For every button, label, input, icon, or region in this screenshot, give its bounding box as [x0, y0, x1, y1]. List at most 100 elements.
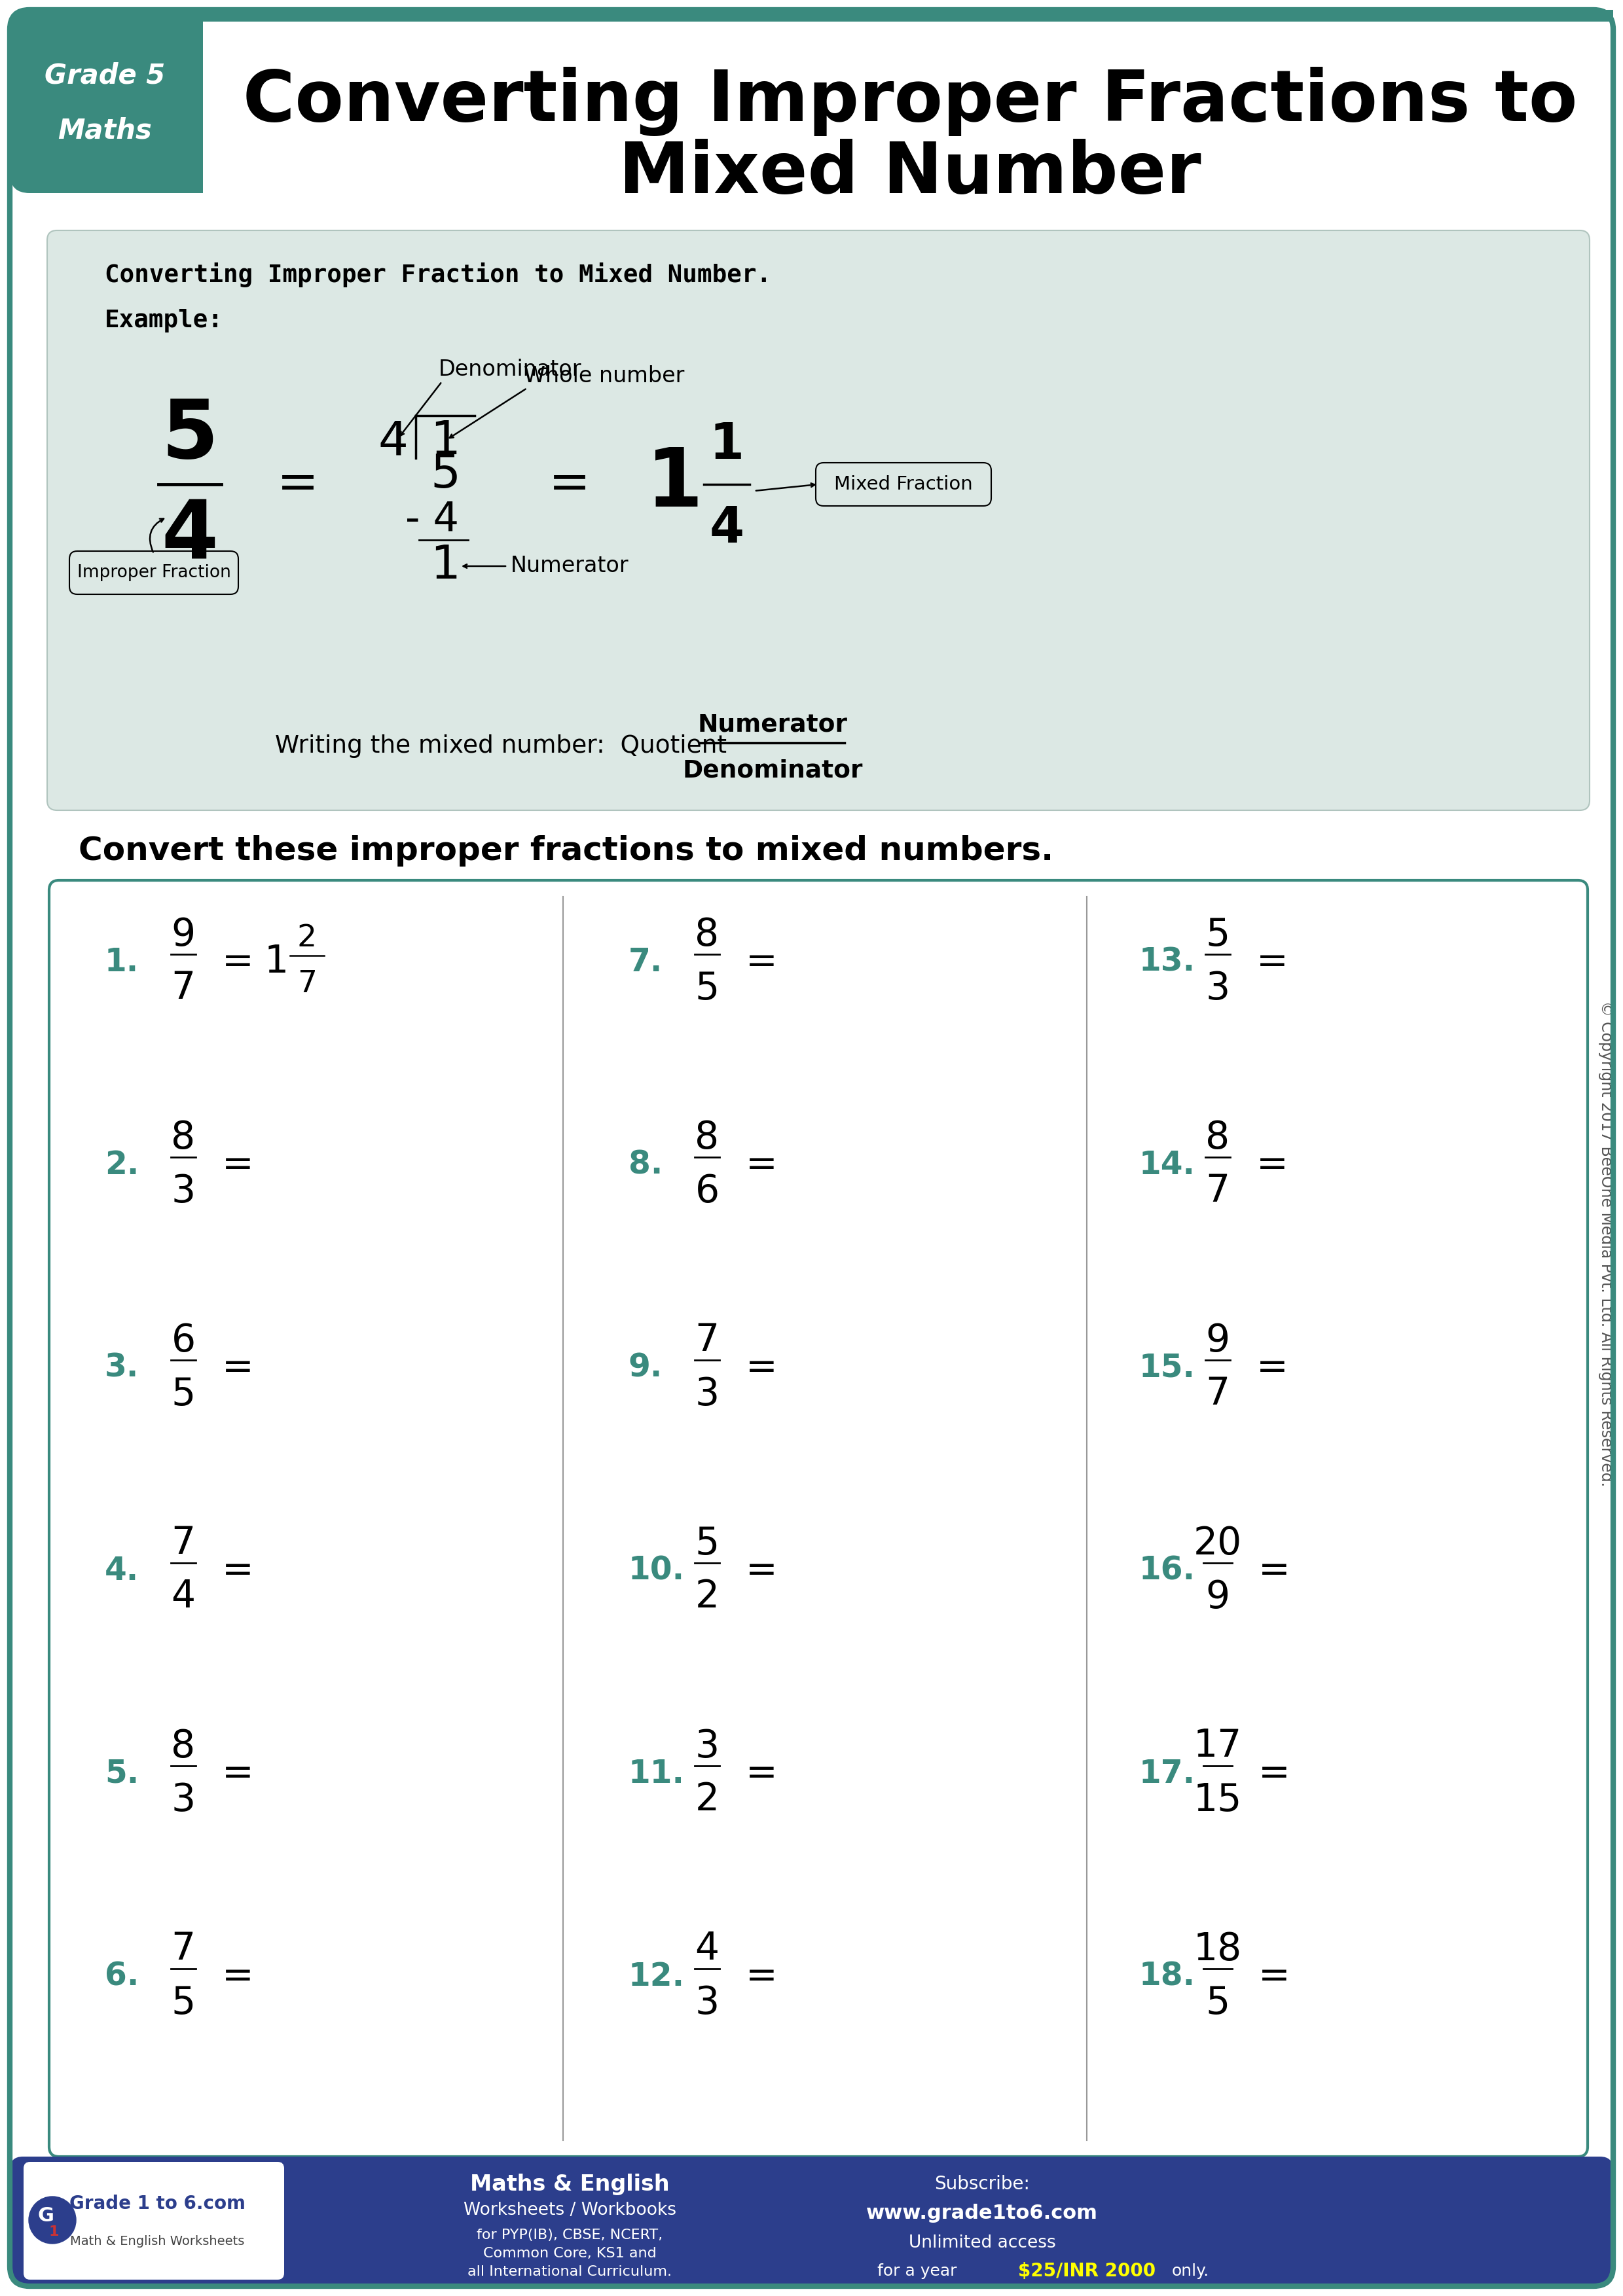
Text: 3: 3	[695, 1375, 719, 1412]
FancyBboxPatch shape	[47, 230, 1589, 810]
Text: 8: 8	[695, 1118, 719, 1157]
Text: 17.: 17.	[1139, 1759, 1196, 1789]
Text: =: =	[278, 459, 318, 507]
Text: 6.: 6.	[105, 1961, 140, 1993]
Text: Numerator: Numerator	[511, 556, 630, 576]
Text: 9: 9	[1206, 1577, 1230, 1616]
Text: 5: 5	[695, 1525, 719, 1561]
Text: 7: 7	[170, 969, 195, 1008]
Text: 8: 8	[1206, 1118, 1230, 1157]
Text: 9: 9	[1206, 1322, 1230, 1359]
Text: =: =	[1258, 1958, 1290, 1995]
Text: =: =	[745, 1958, 777, 1995]
Text: 4: 4	[170, 1577, 195, 1616]
Text: 1: 1	[430, 544, 461, 588]
Text: 8: 8	[170, 1727, 195, 1766]
Text: Whole number: Whole number	[524, 365, 685, 388]
Text: 1: 1	[265, 944, 289, 980]
FancyBboxPatch shape	[24, 2163, 284, 2280]
Text: 5: 5	[695, 969, 719, 1008]
Text: 7.: 7.	[628, 946, 662, 978]
Text: 2: 2	[695, 1577, 719, 1616]
FancyBboxPatch shape	[10, 2156, 1613, 2287]
Text: 6: 6	[170, 1322, 195, 1359]
Text: 4: 4	[161, 498, 219, 576]
Text: 3.: 3.	[105, 1352, 140, 1384]
Text: 7: 7	[170, 1931, 195, 1968]
Text: Common Core, KS1 and: Common Core, KS1 and	[484, 2248, 656, 2259]
Text: =: =	[745, 1552, 777, 1589]
Text: =: =	[1256, 1146, 1289, 1185]
Text: 2: 2	[695, 1782, 719, 1818]
Text: Worksheets / Workbooks: Worksheets / Workbooks	[463, 2202, 675, 2218]
Text: Improper Fraction: Improper Fraction	[76, 565, 230, 581]
Text: only.: only.	[1172, 2264, 1209, 2280]
Text: 18: 18	[1193, 1931, 1242, 1968]
Text: =: =	[1256, 1350, 1289, 1387]
Circle shape	[29, 2197, 76, 2243]
FancyBboxPatch shape	[49, 879, 1587, 2156]
Text: Numerator: Numerator	[698, 714, 847, 737]
Text: Denominator: Denominator	[682, 760, 863, 783]
Text: 5: 5	[161, 395, 219, 475]
FancyBboxPatch shape	[151, 9, 203, 193]
Text: Subscribe:: Subscribe:	[935, 2174, 1031, 2193]
Text: Unlimited access: Unlimited access	[909, 2234, 1055, 2252]
Text: 1.: 1.	[105, 946, 140, 978]
Text: © Copyright 2017 BeeOne Media Pvt. Ltd. All Rights Reserved.: © Copyright 2017 BeeOne Media Pvt. Ltd. …	[1599, 1001, 1613, 1486]
FancyBboxPatch shape	[70, 551, 239, 595]
Text: =: =	[1256, 944, 1289, 980]
Text: Converting Improper Fractions to: Converting Improper Fractions to	[243, 67, 1578, 135]
Text: 7: 7	[1206, 1173, 1230, 1210]
Text: 9.: 9.	[628, 1352, 662, 1384]
Text: =: =	[1258, 1552, 1290, 1589]
Text: 1: 1	[646, 445, 703, 523]
Text: 13.: 13.	[1139, 946, 1196, 978]
Text: 7: 7	[1206, 1375, 1230, 1412]
Text: =: =	[222, 1754, 253, 1793]
Text: Mixed Number: Mixed Number	[618, 138, 1201, 209]
Text: 3: 3	[170, 1173, 195, 1210]
Text: =: =	[1258, 1754, 1290, 1793]
Text: =: =	[222, 1552, 253, 1589]
Text: 1: 1	[709, 420, 743, 468]
Text: Convert these improper fractions to mixed numbers.: Convert these improper fractions to mixe…	[78, 836, 1053, 866]
Text: 7: 7	[297, 969, 316, 999]
Text: www.grade1to6.com: www.grade1to6.com	[867, 2204, 1097, 2223]
Text: 20: 20	[1193, 1525, 1242, 1561]
Text: 8: 8	[170, 1118, 195, 1157]
Text: Grade 5: Grade 5	[44, 62, 166, 90]
FancyBboxPatch shape	[203, 9, 1613, 21]
Text: all International Curriculum.: all International Curriculum.	[467, 2266, 672, 2278]
Text: G: G	[37, 2206, 54, 2225]
Text: 1: 1	[49, 2225, 58, 2239]
FancyBboxPatch shape	[816, 464, 992, 505]
Text: Maths & English: Maths & English	[471, 2174, 669, 2195]
Text: - 4: - 4	[406, 501, 459, 540]
Text: 7: 7	[695, 1322, 719, 1359]
Text: 3: 3	[695, 1727, 719, 1766]
Text: for PYP(IB), CBSE, NCERT,: for PYP(IB), CBSE, NCERT,	[477, 2229, 662, 2241]
Text: 11.: 11.	[628, 1759, 685, 1789]
Text: 3: 3	[170, 1782, 195, 1818]
Text: 5: 5	[170, 1984, 195, 2020]
Text: =: =	[222, 1350, 253, 1387]
Text: 8.: 8.	[628, 1150, 662, 1180]
Text: 4: 4	[695, 1931, 719, 1968]
Text: Mixed Fraction: Mixed Fraction	[834, 475, 972, 494]
Text: =: =	[222, 944, 253, 980]
Text: 14.: 14.	[1139, 1150, 1196, 1180]
Text: 12.: 12.	[628, 1961, 685, 1993]
Text: 8: 8	[695, 916, 719, 953]
Text: 9: 9	[170, 916, 195, 953]
Text: $25/INR 2000: $25/INR 2000	[1018, 2262, 1156, 2280]
Text: Converting Improper Fraction to Mixed Number.: Converting Improper Fraction to Mixed Nu…	[105, 262, 771, 287]
Text: Denominator: Denominator	[438, 358, 581, 381]
Text: Grade 1 to 6.com: Grade 1 to 6.com	[70, 2195, 245, 2213]
Text: =: =	[745, 944, 777, 980]
Text: 16.: 16.	[1139, 1554, 1196, 1587]
Text: 17: 17	[1193, 1727, 1242, 1766]
Text: =: =	[222, 1146, 253, 1185]
Text: Math & English Worksheets: Math & English Worksheets	[70, 2236, 245, 2248]
Text: Writing the mixed number:  Quotient: Writing the mixed number: Quotient	[274, 735, 727, 758]
